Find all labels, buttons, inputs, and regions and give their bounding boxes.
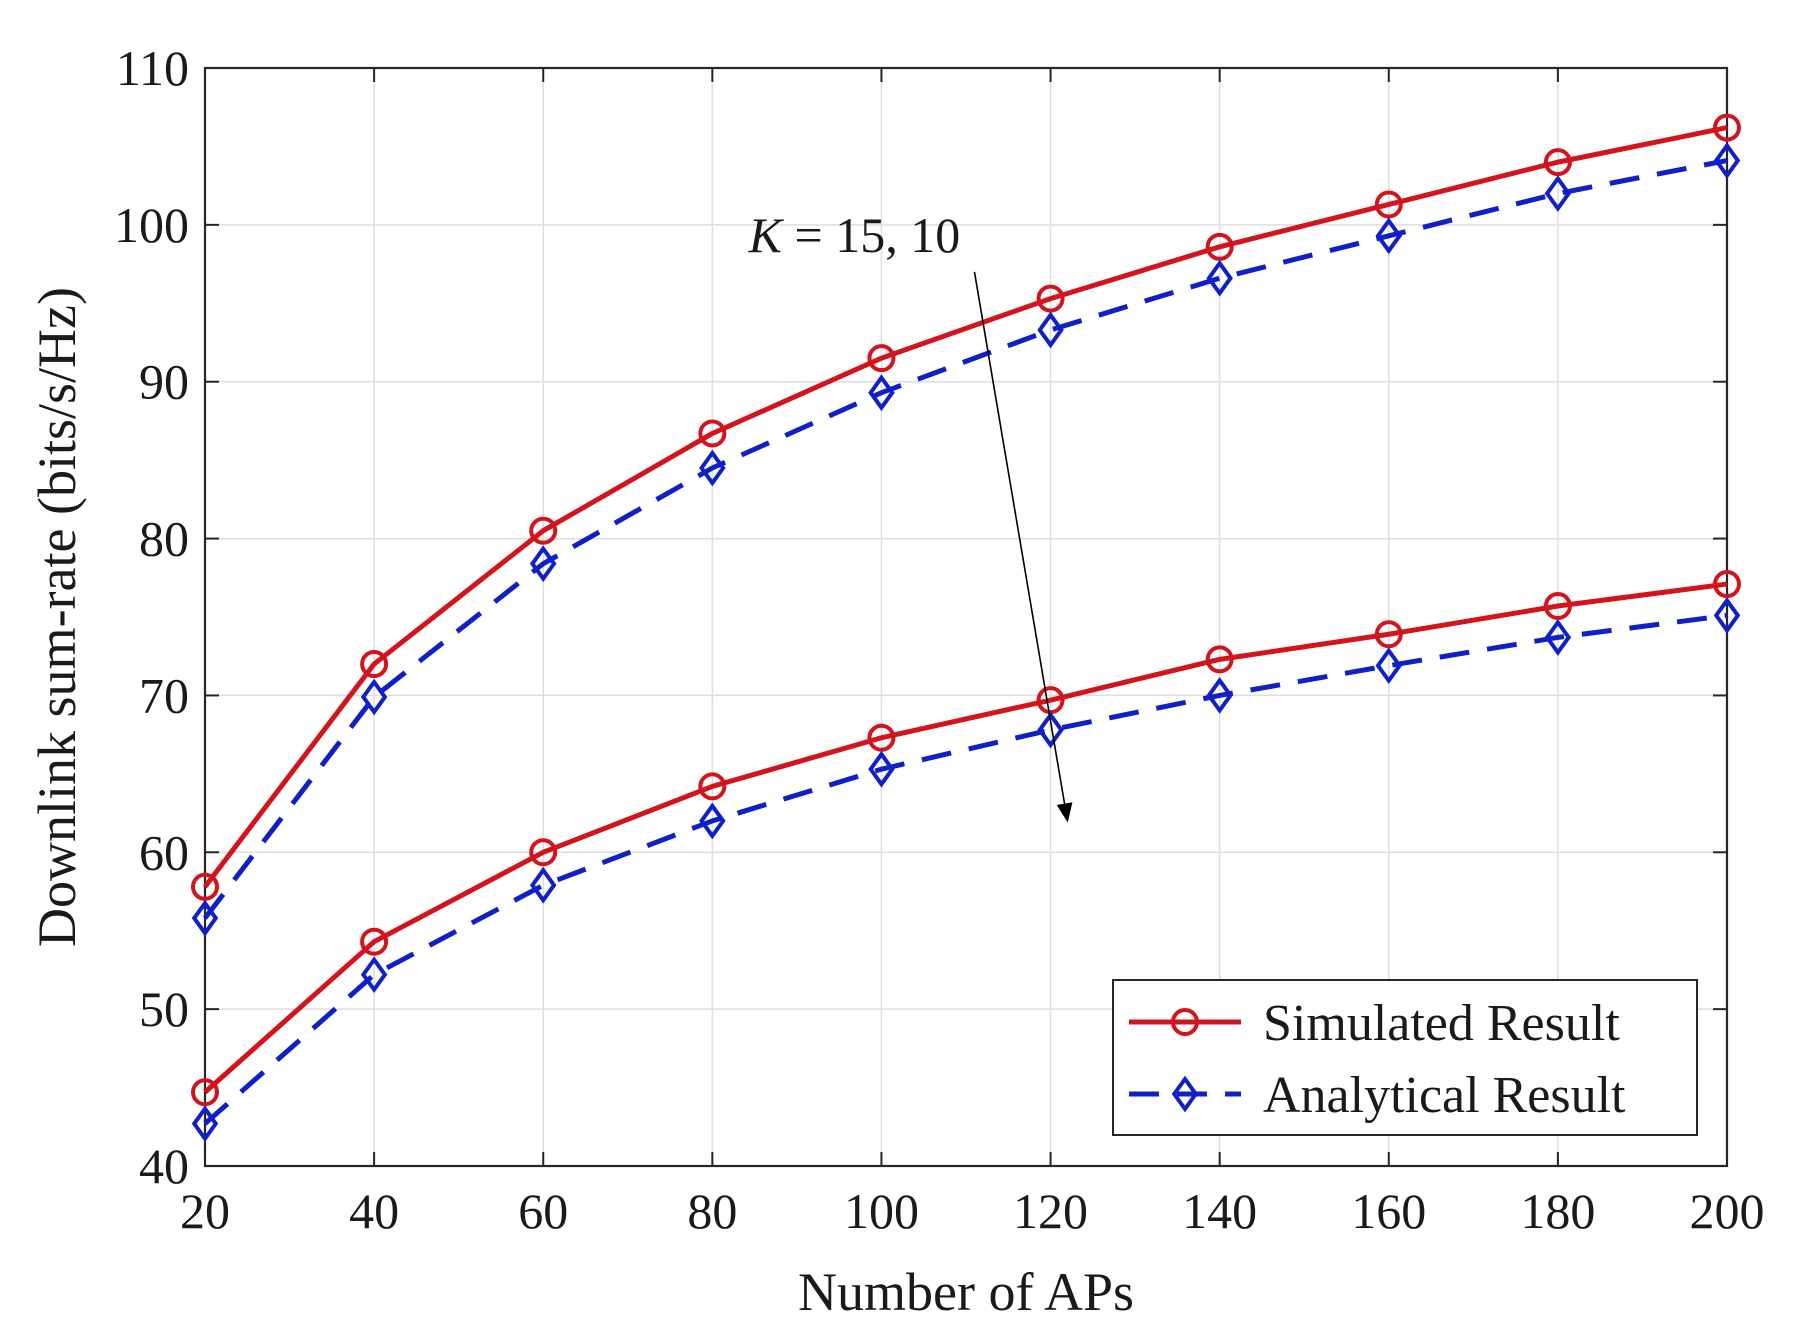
axis-ticks: 20 40 60 80 100 120 140 160 180 20040506070809010…: [114, 40, 1765, 1239]
x-tick-label: 140: [1182, 1183, 1257, 1239]
data-point-diamond: [1206, 259, 1233, 297]
data-point-diamond: [1037, 711, 1064, 749]
data-point-diamond: [191, 1105, 219, 1143]
y-tick-label: 90: [139, 354, 189, 410]
series-layer: [191, 113, 1741, 1143]
legend-entry: Simulated Result: [1129, 995, 1620, 1052]
data-point-diamond: [1206, 677, 1233, 714]
data-point-diamond: [529, 866, 557, 904]
series-simulated-result-10: [191, 570, 1741, 1107]
data-point-circle: [867, 723, 896, 752]
data-point-diamond: [1544, 618, 1572, 656]
legend: Simulated Result Analytical Result: [1112, 979, 1698, 1136]
y-axis-title: Downlink sum-rate (bits/s/Hz): [27, 287, 87, 947]
series-simulated-result-15: [191, 113, 1741, 901]
data-point-circle: [1374, 190, 1403, 219]
series-analytical-result-15: [191, 142, 1741, 937]
data-point-diamond: [1713, 597, 1741, 634]
data-point-diamond: [1713, 142, 1741, 179]
annotation: K = 15, 10: [748, 207, 1073, 823]
data-point-diamond: [360, 678, 388, 716]
x-tick-label: 100: [844, 1183, 919, 1239]
legend-label: Analytical Result: [1263, 1067, 1626, 1124]
data-point-diamond: [868, 374, 895, 412]
y-tick-label: 50: [139, 981, 189, 1037]
x-tick-label: 160: [1351, 1183, 1426, 1239]
y-tick-label: 40: [139, 1138, 189, 1194]
x-tick-label: 20: [180, 1183, 230, 1239]
data-point-circle: [698, 419, 727, 448]
data-point-diamond: [1375, 647, 1403, 685]
annotation-arrow: [973, 271, 1073, 823]
legend-box: [1112, 979, 1698, 1136]
data-point-diamond: [699, 449, 726, 487]
data-point-circle: [1205, 232, 1234, 261]
data-point-circle: [1713, 570, 1741, 599]
data-point-circle: [529, 838, 558, 867]
data-point-circle: [191, 1078, 219, 1107]
data-point-circle: [529, 516, 558, 545]
series-line: [203, 158, 1728, 920]
annotation-label: K = 15, 10: [748, 207, 961, 263]
y-tick-label: 110: [116, 40, 189, 96]
series-analytical-result-10: [191, 597, 1741, 1143]
data-point-diamond: [1171, 1075, 1199, 1113]
data-point-diamond: [529, 545, 557, 583]
y-tick-label: 60: [139, 824, 189, 880]
data-point-circle: [1036, 284, 1065, 313]
legend-entry: Analytical Result: [1129, 1067, 1626, 1124]
x-tick-label: 200: [1690, 1183, 1765, 1239]
annotation-value: = 15, 10: [782, 207, 960, 263]
data-point-diamond: [699, 802, 726, 840]
legend-label: Simulated Result: [1263, 995, 1620, 1052]
series-line: [203, 125, 1728, 889]
series-line: [203, 581, 1728, 1095]
data-point-circle: [1374, 620, 1403, 649]
data-point-diamond: [1375, 217, 1403, 255]
x-tick-label: 80: [687, 1183, 737, 1239]
data-point-circle: [867, 344, 896, 373]
data-point-circle: [360, 927, 389, 956]
y-tick-label: 80: [139, 511, 189, 567]
data-point-circle: [191, 872, 219, 901]
data-point-diamond: [868, 750, 895, 788]
data-point-diamond: [1037, 311, 1064, 349]
data-point-circle: [1713, 113, 1741, 142]
data-point-diamond: [191, 899, 219, 937]
y-tick-label: 70: [139, 667, 189, 723]
y-tick-label: 100: [114, 197, 189, 253]
data-point-circle: [1543, 592, 1572, 621]
data-point-circle: [1205, 645, 1234, 674]
data-point-circle: [698, 772, 727, 801]
x-tick-label: 40: [349, 1183, 399, 1239]
data-point-diamond: [1544, 175, 1572, 212]
data-point-circle: [1171, 1008, 1199, 1036]
data-point-circle: [1543, 148, 1572, 177]
data-point-diamond: [360, 956, 388, 994]
data-point-circle: [360, 650, 389, 679]
x-axis-title: Number of APs: [798, 1262, 1134, 1322]
x-tick-label: 60: [518, 1183, 568, 1239]
x-tick-label: 180: [1520, 1183, 1595, 1239]
x-tick-label: 120: [1013, 1183, 1088, 1239]
annotation-variable: K: [748, 207, 785, 263]
